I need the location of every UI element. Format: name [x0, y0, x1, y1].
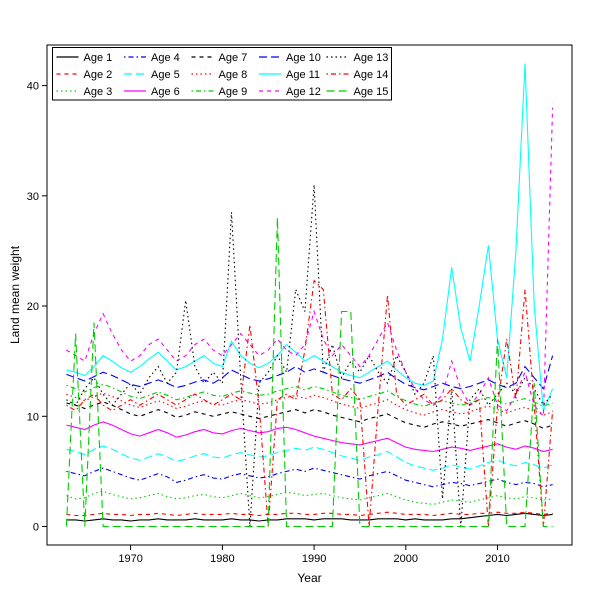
series-line-age-2 [66, 511, 553, 517]
legend-label: Age 8 [219, 69, 248, 81]
legend-label: Age 11 [286, 69, 320, 81]
legend-entry-age-1: Age 1 [56, 52, 113, 64]
x-tick-label: 1990 [302, 553, 326, 565]
legend-label: Age 4 [151, 52, 180, 64]
legend-label: Age 1 [84, 52, 113, 64]
series-line-age-6 [66, 421, 553, 453]
series-line-age-9 [66, 383, 553, 407]
legend-label: Age 13 [354, 52, 389, 64]
legend-entry-age-15: Age 15 [326, 86, 389, 98]
legend-entry-age-7: Age 7 [191, 52, 248, 64]
legend-label: Age 15 [354, 86, 389, 98]
legend-entry-age-9: Age 9 [191, 86, 248, 98]
y-tick-label: 20 [27, 301, 39, 313]
y-tick-label: 40 [27, 81, 39, 93]
legend-entry-age-10: Age 10 [259, 52, 321, 64]
legend: Age 1 Age 2 Age 3 Age 4 Age 5 Age 6 Age 7 Age 8… [52, 47, 392, 101]
y-tick-label: 30 [27, 191, 39, 203]
legend-label: Age 3 [84, 86, 113, 98]
series-lines [65, 63, 554, 528]
series-line-age-10 [66, 355, 554, 391]
series-line-age-8 [66, 392, 553, 416]
series-line-age-4 [66, 467, 553, 488]
x-tick-label: 1980 [210, 553, 234, 565]
series-line-age-7 [66, 401, 553, 429]
legend-entry-age-4: Age 4 [124, 52, 180, 64]
x-tick-label: 1970 [118, 553, 142, 565]
legend-entry-age-11: Age 11 [259, 69, 320, 81]
legend-entry-age-5: Age 5 [124, 69, 180, 81]
legend-label: Age 10 [286, 52, 321, 64]
legend-entry-age-13: Age 13 [326, 52, 389, 64]
y-tick-label: 10 [27, 411, 39, 423]
x-tick-label: 2010 [485, 553, 509, 565]
legend-entry-age-14: Age 14 [326, 69, 389, 81]
legend-entry-age-3: Age 3 [56, 86, 113, 98]
legend-entry-age-2: Age 2 [56, 69, 113, 81]
y-axis-label: Land mean weight [8, 245, 22, 345]
x-axis: 1970 1980 1990 2000 2010 [118, 545, 510, 565]
legend-label: Age 2 [84, 69, 113, 81]
legend-label: Age 14 [354, 69, 389, 81]
legend-label: Age 5 [151, 69, 180, 81]
y-axis: 0 10 20 30 40 [27, 81, 47, 534]
series-line-age-12 [66, 107, 554, 418]
plot-box [46, 44, 573, 546]
legend-label: Age 9 [219, 86, 248, 98]
y-tick-label: 0 [33, 522, 39, 534]
series-line-age-5 [66, 445, 553, 471]
legend-label: Age 6 [151, 86, 180, 98]
legend-entry-age-8: Age 8 [191, 69, 248, 81]
x-tick-label: 2000 [394, 553, 418, 565]
series-line-age-14 [66, 279, 554, 527]
legend-entry-age-6: Age 6 [124, 86, 180, 98]
legend-entry-age-12: Age 12 [259, 86, 321, 98]
series-line-age-11 [66, 63, 554, 411]
legend-label: Age 12 [286, 86, 321, 98]
series-line-age-1 [66, 512, 553, 522]
x-axis-label: Year [297, 571, 322, 585]
legend-label: Age 7 [219, 52, 248, 64]
series-line-age-13 [66, 184, 554, 527]
series-line-age-15 [65, 217, 553, 528]
